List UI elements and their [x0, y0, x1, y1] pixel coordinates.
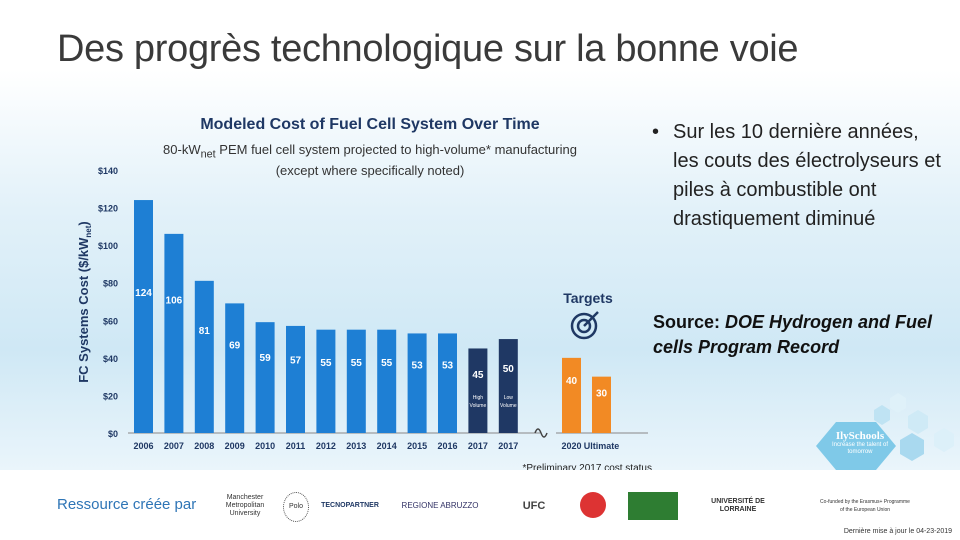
- bullet-dot: •: [652, 121, 660, 143]
- chart-title: Modeled Cost of Fuel Cell System Over Ti…: [200, 116, 540, 133]
- x-tick-label: 2012: [316, 441, 336, 451]
- bar-2008: [194, 280, 214, 433]
- bar-value-label: 81: [199, 326, 211, 337]
- x-tick-label: Ultimate: [584, 441, 620, 451]
- bar-2011: [286, 325, 305, 433]
- bar-value-label: 55: [320, 358, 332, 369]
- y-tick-label: $80: [103, 279, 118, 289]
- bar-value-label: 55: [381, 358, 393, 369]
- x-tick-label: 2009: [225, 441, 245, 451]
- y-tick-label: $0: [108, 429, 118, 439]
- bar-2013: [346, 329, 366, 433]
- y-tick-label: $40: [103, 354, 118, 364]
- bar-value-label: 124: [135, 288, 152, 299]
- x-tick-label: 2013: [346, 441, 366, 451]
- y-tick-label: $20: [103, 391, 118, 401]
- y-tick-label: $120: [98, 204, 118, 214]
- subtitle-sub: net: [200, 148, 216, 161]
- x-tick-label: 2020: [561, 441, 581, 451]
- logo-shield: [580, 492, 606, 518]
- x-tick-label: 2017: [498, 441, 518, 451]
- bar-note-label: High: [473, 395, 484, 401]
- y-axis-label: FC Systems Cost ($/kWnet): [76, 221, 93, 383]
- logo-lorraine: UNIVERSITÉ DE LORRAINE: [711, 498, 765, 513]
- bar-2017: [468, 348, 488, 433]
- x-tick-label: 2016: [437, 441, 457, 451]
- bar-value-label: 40: [566, 376, 578, 387]
- bar-2009: [225, 303, 245, 433]
- bar-2006: [134, 200, 153, 433]
- bar-2017: [498, 339, 518, 433]
- bar-2010: [255, 322, 275, 433]
- bar-value-label: 53: [412, 360, 424, 371]
- logo-tecnopartner: TECNOPARTNER: [321, 502, 379, 509]
- x-tick-label: 2008: [194, 441, 214, 451]
- y-tick-label: $140: [98, 166, 118, 176]
- logo-erasmus: Co-funded by the Erasmus+ Programme of t…: [820, 499, 910, 513]
- x-tick-label: 2007: [164, 441, 184, 451]
- bar-value-label: 30: [596, 388, 608, 399]
- bar-value-label: 69: [229, 341, 241, 352]
- bar-2012: [316, 329, 336, 433]
- targets-label: Targets: [563, 290, 613, 306]
- x-tick-label: 2011: [286, 441, 306, 451]
- bullet-text: Sur les 10 dernière années, les couts de…: [673, 121, 941, 230]
- bar-2014: [377, 329, 397, 433]
- source-title: DOE Hydrogen and Fuel cells Program Reco…: [653, 312, 933, 357]
- logo-manchester: Manchester Metropolitan University: [225, 494, 265, 517]
- bar-2007: [164, 233, 184, 433]
- y-tick-label: $60: [103, 316, 118, 326]
- bar-2016: [438, 333, 457, 433]
- chart-footnote: *Preliminary 2017 cost status: [522, 463, 652, 474]
- x-tick-label: 2006: [133, 441, 153, 451]
- bar-value-label: 53: [442, 360, 454, 371]
- bar-value-label: 106: [166, 296, 183, 307]
- bar-value-label: 57: [290, 355, 302, 366]
- target-icon-inner: [576, 318, 592, 334]
- x-tick-label: 2017: [468, 441, 488, 451]
- x-tick-label: 2010: [255, 441, 275, 451]
- logo-polo: Polo: [283, 492, 309, 522]
- logo-green: [628, 492, 678, 520]
- x-tick-label: 2015: [407, 441, 427, 451]
- bar-2015: [407, 333, 427, 433]
- subtitle-post: PEM fuel cell system projected to high-v…: [215, 142, 577, 157]
- target-icon: [570, 312, 598, 340]
- x-tick-label: 2014: [377, 441, 397, 451]
- bar-note-label: Volume: [470, 403, 487, 409]
- slide-title: Des progrès technologique sur la bonne v…: [57, 28, 799, 70]
- bar-value-label: 45: [472, 370, 484, 381]
- axis-break-icon: [534, 428, 548, 438]
- chart-plot: FC Systems Cost ($/kWnet) $0 $20 $40 $60 $80 $…: [76, 166, 652, 474]
- source-note: Source: DOE Hydrogen and Fuel cells Prog…: [653, 310, 933, 360]
- target-icon-arrow: [583, 311, 599, 327]
- last-updated: Dernière mise à jour le 04-23-2019: [843, 528, 952, 535]
- chart-subtitle: 80-kWnet PEM fuel cell system projected …: [130, 142, 610, 179]
- bar-note-label: Low: [504, 395, 514, 401]
- bar-2020: [562, 357, 581, 433]
- logo-ufc: UFC: [522, 500, 546, 512]
- subtitle-line2: (except where specifically noted): [275, 162, 465, 178]
- bar-value-label: 55: [351, 358, 363, 369]
- badge-title: IlySchools: [835, 430, 885, 442]
- subtitle-pre: 80-kW: [163, 142, 201, 157]
- y-tick-label: $100: [98, 241, 118, 251]
- bar-Ultimate: [592, 376, 611, 433]
- hexagon-decoration: [874, 393, 954, 461]
- source-prefix: Source:: [653, 312, 726, 332]
- cost-chart: Modeled Cost of Fuel Cell System Over Ti…: [70, 110, 660, 475]
- bar-note-label: Volume: [500, 403, 517, 409]
- footer-label: Ressource créée par: [57, 496, 197, 513]
- footer: Ressource créée par Manchester Metropoli…: [0, 470, 960, 540]
- logo-regione-abruzzo: REGIONE ABRUZZO: [401, 501, 479, 510]
- bar-value-label: 59: [260, 353, 272, 364]
- bullet-list: • Sur les 10 dernière années, les couts …: [652, 118, 942, 234]
- badge-subtitle: Increase the talent of tomorrow: [831, 442, 889, 455]
- bar-value-label: 50: [503, 364, 515, 375]
